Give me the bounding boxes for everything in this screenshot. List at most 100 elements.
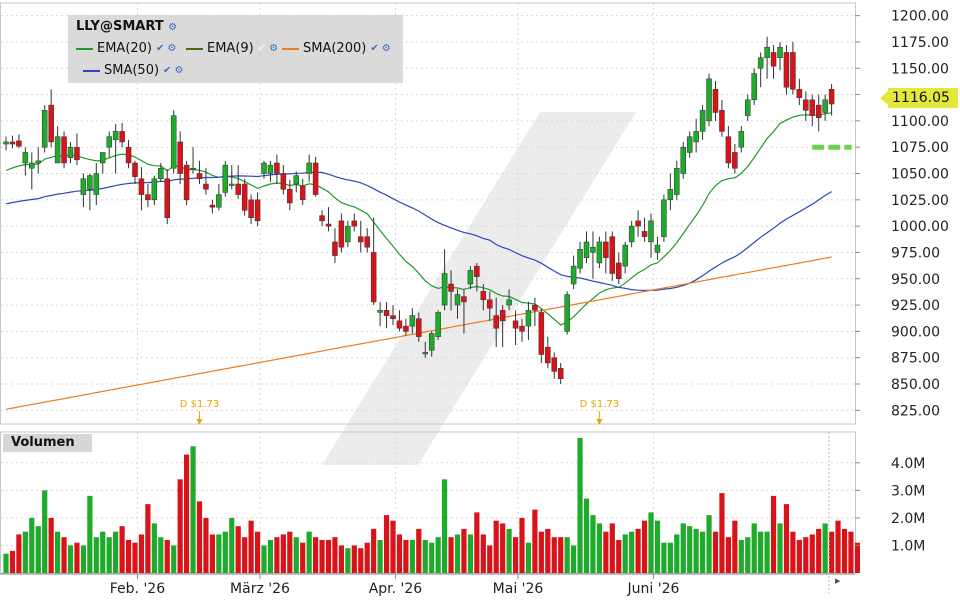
legend-item-ema20[interactable]: EMA(20) ✔ ⚙ (76, 41, 176, 56)
settings-icon[interactable]: ⚙ (167, 43, 177, 54)
legend-item-sma200[interactable]: SMA(200) ✔ ⚙ (282, 41, 391, 56)
volume-bar (725, 537, 731, 573)
price-tick-label: 1175.00 (891, 35, 949, 51)
settings-icon[interactable]: ⚙ (269, 43, 279, 54)
candle-up (170, 115, 177, 169)
candle-up (693, 131, 699, 143)
volume-bar (209, 534, 215, 573)
watermark-stroke (322, 112, 636, 465)
volume-bar (171, 545, 177, 573)
candle-up (158, 167, 164, 180)
sma200-swatch (282, 47, 299, 50)
volume-bar (332, 537, 338, 573)
candle-up (54, 136, 61, 164)
volume-bar (622, 534, 628, 573)
candle-down (809, 99, 815, 116)
volume-bar (641, 520, 648, 573)
candle-up (577, 249, 583, 269)
volume-axis-ticks: 4.0M 3.0M 2.0M 1.0M (855, 456, 925, 554)
settings-icon[interactable]: ⚙ (174, 65, 184, 76)
candle-up (441, 273, 448, 306)
date-tick-label: Juni '26 (627, 581, 680, 597)
legend-item-sma50[interactable]: SMA(50) ✔ ⚙ (83, 63, 183, 78)
ema20-swatch (76, 47, 93, 50)
legend-item-ema9[interactable]: EMA(9) ✔ ⚙ (186, 41, 278, 56)
volume-bar (461, 528, 467, 573)
volume-bar (635, 528, 641, 573)
candle-down (609, 236, 616, 274)
volume-bar (777, 523, 783, 573)
volume-grid (1, 432, 855, 573)
candle-up (306, 162, 312, 174)
volume-bar (571, 545, 577, 573)
volume-bar (816, 528, 822, 573)
checkmark-icon[interactable]: ✔ (257, 43, 267, 54)
candle-down (796, 89, 803, 98)
candle-up (686, 136, 693, 153)
volume-bar (454, 534, 461, 573)
volume-bar (680, 523, 686, 573)
candle-up (345, 225, 351, 243)
legend-label: EMA(9) (207, 41, 254, 56)
candle-down (312, 162, 319, 195)
volume-bar (538, 531, 544, 573)
candle-down (248, 199, 254, 218)
volume-bar (338, 545, 344, 573)
volume-bar (519, 517, 525, 573)
checkmark-icon[interactable]: ✔ (156, 43, 165, 54)
volume-bar (119, 526, 125, 573)
volume-bar (235, 526, 241, 573)
volume-bar (467, 534, 473, 573)
candle-down (487, 299, 493, 309)
candle-up (293, 175, 299, 185)
settings-icon[interactable]: ⚙ (381, 43, 391, 54)
candle-up (590, 246, 596, 253)
panel-frames (0, 2, 856, 575)
candle-down (403, 325, 409, 332)
volume-bar (313, 537, 319, 573)
volume-bar (164, 539, 170, 573)
settings-icon[interactable]: ⚙ (168, 22, 178, 33)
candle-up (409, 315, 416, 327)
volume-bar (493, 520, 499, 573)
scroll-right-icon[interactable]: ▸ (835, 574, 841, 587)
candle-down (209, 204, 216, 208)
volume-bar (100, 531, 106, 573)
sma50-swatch (83, 69, 100, 72)
volume-bar (67, 545, 74, 573)
candle-up (506, 299, 512, 306)
volume-bar (358, 548, 364, 573)
volume-bar (841, 528, 848, 573)
candle-up (422, 352, 428, 355)
candle-down (783, 52, 790, 88)
candle-down (338, 220, 345, 248)
volume-bar (113, 531, 119, 573)
checkmark-icon[interactable]: ✔ (163, 65, 172, 76)
volume-bar (487, 545, 493, 573)
candle-up (757, 57, 764, 69)
volume-bar (22, 531, 28, 573)
volume-bar (435, 537, 441, 573)
volume-bar (654, 520, 661, 573)
volume-bar (151, 523, 157, 573)
date-tick-label: Apr. '26 (369, 581, 423, 597)
volume-bar (300, 542, 306, 573)
candle-down (416, 318, 422, 337)
date-axis-ticks: Feb. '26 März '26 Apr. '26 Mai '26 Juni '26 (110, 574, 680, 597)
volume-bar (203, 517, 209, 573)
volume-bar (16, 534, 22, 573)
volume-bar (184, 454, 190, 573)
date-tick-label: Mai '26 (493, 581, 544, 597)
candle-up (22, 152, 29, 164)
volume-bar (383, 515, 390, 573)
volume-bar (706, 515, 712, 573)
dividend-arrow-icon (196, 419, 203, 425)
candle-up (261, 162, 267, 174)
checkmark-icon[interactable]: ✔ (370, 43, 379, 54)
candle-up (622, 244, 628, 267)
volume-bar (416, 528, 422, 573)
price-panel-frame (0, 2, 856, 425)
candle-down (145, 194, 151, 201)
price-tick-label: 900.00 (891, 324, 940, 340)
candle-up (100, 152, 106, 164)
